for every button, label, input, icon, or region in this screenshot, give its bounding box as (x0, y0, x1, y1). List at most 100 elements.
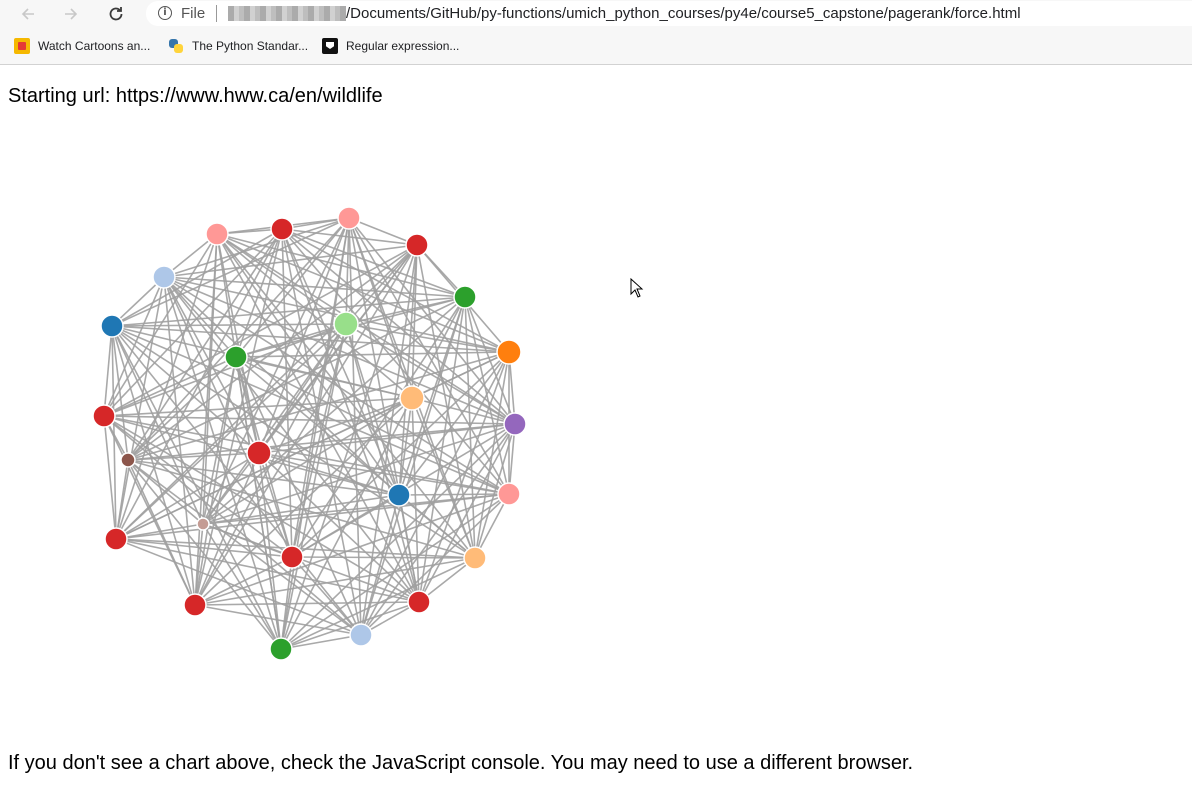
graph-edge (194, 604, 362, 636)
back-button[interactable] (13, 0, 43, 28)
graph-edge (103, 325, 113, 417)
graph-edge (111, 325, 196, 606)
address-bar[interactable]: i File /Documents/GitHub/py-functions/um… (146, 1, 1192, 26)
graph-edge (127, 459, 282, 650)
graph-edge (103, 415, 510, 495)
graph-node[interactable] (224, 345, 248, 369)
info-icon[interactable]: i (158, 6, 172, 20)
graph-edge (291, 351, 510, 558)
graph-edge (202, 356, 237, 525)
url-text[interactable]: /Documents/GitHub/py-functions/umich_pyt… (346, 5, 1021, 22)
graph-node[interactable] (100, 314, 124, 338)
graph-edge (103, 323, 347, 417)
graph-edge (345, 323, 510, 353)
graph-edge (398, 494, 420, 603)
bookmark-label: The Python Standar... (192, 39, 309, 53)
graph-edge (115, 493, 510, 540)
graph-edge (115, 459, 129, 540)
graph-node[interactable] (337, 206, 361, 230)
graph-nodes[interactable] (92, 206, 527, 661)
graph-node[interactable] (104, 527, 128, 551)
graph-edge (163, 276, 293, 558)
graph-edge (258, 452, 510, 495)
graph-edge (348, 217, 516, 425)
graph-edge (345, 323, 420, 603)
graph-edge (281, 228, 420, 603)
graph-edge (291, 556, 362, 636)
reload-button[interactable] (101, 0, 131, 28)
graph-edge (360, 351, 510, 636)
graph-node[interactable] (183, 593, 207, 617)
graph-node[interactable] (349, 623, 373, 647)
graph-edge (103, 415, 420, 603)
graph-edge (418, 423, 516, 603)
bookmarks-bar: Watch Cartoons an... The Python Standar.… (0, 28, 1192, 65)
graph-edge (258, 423, 516, 454)
graph-node[interactable] (463, 546, 487, 570)
graph-edge (202, 296, 466, 525)
graph-edge (281, 228, 293, 558)
graph-edge (111, 323, 347, 327)
graph-edge (127, 459, 400, 496)
graph-edge (348, 217, 510, 495)
graph-node[interactable] (399, 385, 425, 411)
graph-edge (127, 452, 260, 461)
graph-edge (111, 296, 466, 327)
graph-node[interactable] (387, 483, 411, 507)
address-separator (216, 5, 217, 22)
bookmark-python[interactable]: The Python Standar... (168, 37, 308, 55)
forward-button[interactable] (56, 0, 86, 28)
bookmark-regex[interactable]: Regular expression... (322, 37, 459, 55)
graph-edge (163, 276, 466, 298)
graph-edge (418, 351, 510, 603)
graph-edge (202, 323, 347, 525)
graph-node[interactable] (120, 452, 136, 468)
graph-edge (115, 228, 283, 540)
graph-edge (280, 323, 347, 650)
arrow-right-icon (65, 8, 78, 20)
graph-node[interactable] (497, 482, 521, 506)
regex-favicon-icon (322, 38, 338, 54)
graph-node[interactable] (503, 412, 527, 436)
starting-url-text: Starting url: https://www.hww.ca/en/wild… (8, 85, 383, 107)
graph-edge (111, 325, 510, 495)
python-favicon-icon (168, 38, 184, 54)
graph-edge (345, 323, 400, 496)
graph-node[interactable] (405, 233, 429, 257)
graph-edge (111, 325, 117, 540)
graph-node[interactable] (205, 222, 229, 246)
graph-edge (115, 538, 362, 636)
browser-warning-text: If you don't see a chart above, check th… (8, 752, 914, 774)
graph-edge (258, 452, 282, 650)
graph-node[interactable] (333, 311, 359, 337)
graph-edge (111, 325, 476, 559)
graph-edge (103, 415, 117, 540)
graph-node[interactable] (280, 545, 304, 569)
graph-node[interactable] (269, 637, 293, 661)
graph-node[interactable] (270, 217, 294, 241)
force-graph[interactable] (0, 130, 640, 690)
bookmark-cartoons[interactable]: Watch Cartoons an... (14, 37, 150, 55)
graph-node[interactable] (152, 265, 176, 289)
graph-edge (111, 325, 260, 454)
graph-node[interactable] (246, 440, 272, 466)
graph-edge (235, 356, 362, 636)
graph-edge (398, 397, 413, 496)
mouse-cursor-icon (630, 278, 644, 298)
graph-node[interactable] (92, 404, 116, 428)
graph-node[interactable] (453, 285, 477, 309)
graph-edge (202, 423, 516, 525)
graph-edge (111, 217, 350, 327)
graph-edge (115, 276, 165, 540)
graph-edge (194, 523, 204, 606)
graph-node[interactable] (407, 590, 431, 614)
graph-edge (115, 538, 293, 558)
graph-edge (103, 356, 237, 417)
graph-node[interactable] (496, 339, 522, 365)
graph-edge (127, 356, 237, 461)
graph-edge (111, 325, 204, 525)
graph-edge (163, 276, 237, 358)
graph-edge (115, 523, 204, 540)
graph-node[interactable] (196, 517, 210, 531)
graph-edge (280, 601, 420, 650)
